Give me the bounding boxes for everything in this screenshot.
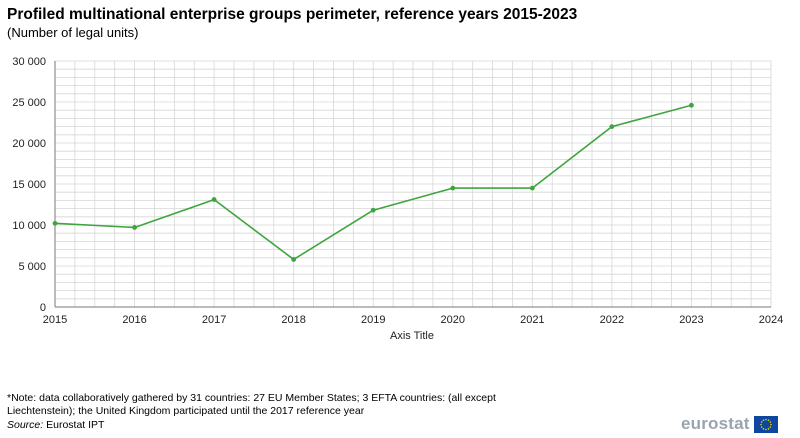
footnote: *Note: data collaboratively gathered by … xyxy=(7,392,496,417)
axes xyxy=(54,61,771,308)
flag-star xyxy=(769,425,771,428)
flag-star xyxy=(762,427,764,430)
eurostat-wordmark: eurostat xyxy=(681,414,750,433)
data-point xyxy=(52,220,58,226)
y-tick-label: 10 000 xyxy=(12,220,46,232)
x-tick-label: 2019 xyxy=(361,314,385,326)
x-tick-label: 2018 xyxy=(281,314,305,326)
source-text: Eurostat IPT xyxy=(43,419,105,431)
flag-star xyxy=(759,423,762,425)
x-tick-label: 2023 xyxy=(679,314,703,326)
x-tick-label: 2015 xyxy=(43,314,67,326)
flag-star xyxy=(762,418,764,421)
source-label: Source: xyxy=(7,419,44,431)
eu-flag-icon xyxy=(753,415,778,433)
x-tick-label: 2020 xyxy=(441,314,465,326)
flag-star xyxy=(767,427,769,430)
data-point xyxy=(529,185,535,191)
data-point xyxy=(132,225,137,230)
series xyxy=(52,102,694,262)
flag-star xyxy=(764,418,767,420)
x-tick-label: 2021 xyxy=(520,314,544,326)
x-tick-label: 2024 xyxy=(759,314,783,326)
data-point xyxy=(609,124,615,129)
flag-star xyxy=(769,423,772,425)
x-tick-label: 2016 xyxy=(122,314,146,326)
flag-star xyxy=(760,425,763,428)
tick-labels: 0 5 000 10 000 15 000 20 000 25 000 30 000 2015… xyxy=(12,56,783,342)
x-tick-label: 2017 xyxy=(202,314,226,326)
y-tick-label: 5 000 xyxy=(18,261,46,273)
y-tick-label: 0 xyxy=(40,302,46,314)
data-point xyxy=(291,257,297,262)
line-chart: 0 5 000 10 000 15 000 20 000 25 000 30 000 2015… xyxy=(12,56,783,342)
chart-subtitle: (Number of legal units) xyxy=(7,25,139,40)
gridlines xyxy=(54,60,772,308)
y-tick-label: 20 000 xyxy=(12,138,46,150)
x-axis-title: Axis Title xyxy=(390,330,434,342)
data-point xyxy=(450,185,456,191)
source-line: Source: Eurostat IPT xyxy=(7,419,104,431)
x-tick-label: 2022 xyxy=(600,314,624,326)
flag-star xyxy=(767,418,769,421)
y-tick-label: 15 000 xyxy=(12,179,46,191)
y-tick-label: 25 000 xyxy=(12,97,46,109)
data-point xyxy=(370,207,376,213)
data-point xyxy=(211,197,217,202)
eurostat-logo[interactable]: eurostat xyxy=(681,414,778,434)
data-point xyxy=(689,102,694,108)
chart-title: Profiled multinational enterprise groups… xyxy=(7,6,578,23)
flag-star xyxy=(769,420,771,423)
flag-star xyxy=(764,428,767,430)
flag-star xyxy=(760,420,763,423)
y-tick-label: 30 000 xyxy=(12,56,46,68)
